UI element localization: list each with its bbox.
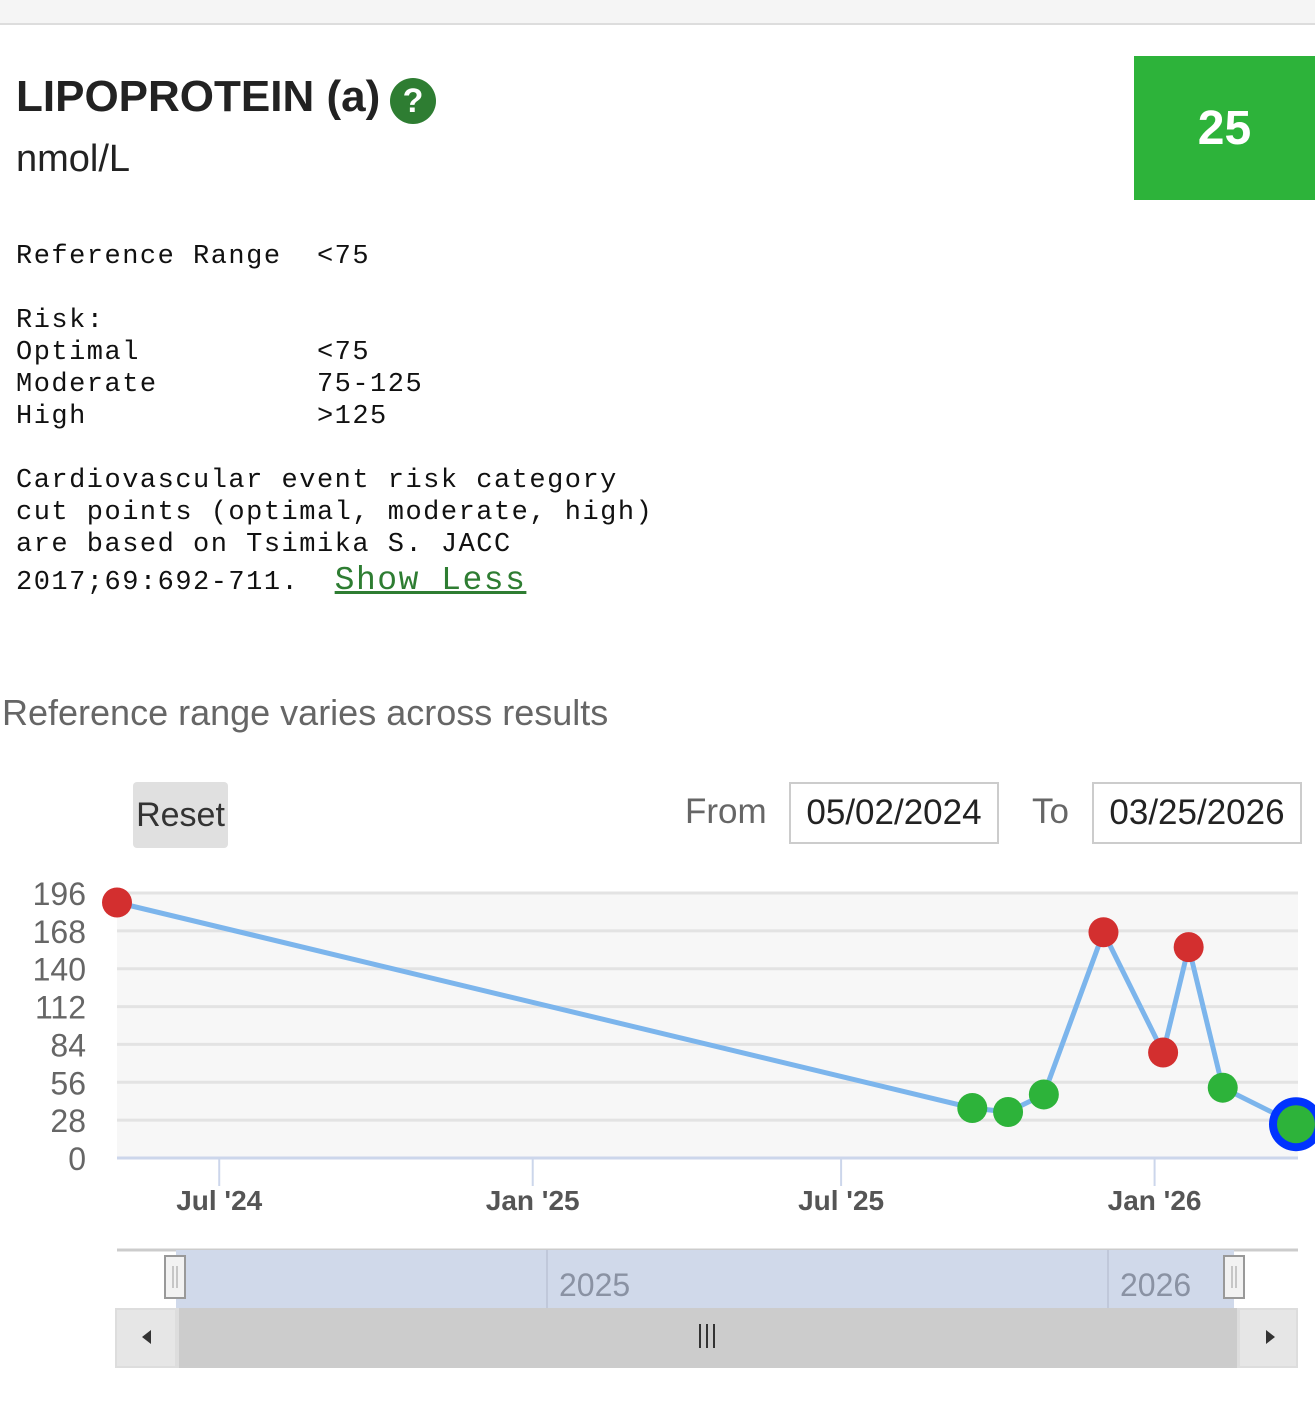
y-tick-label: 56 (50, 1065, 86, 1101)
x-tick-label: Jan '25 (486, 1185, 580, 1216)
test-title: LIPOPROTEIN (a) (16, 72, 381, 121)
navigator-handle[interactable] (1223, 1255, 1245, 1299)
note-line: Cardiovascular event risk category (16, 466, 618, 496)
arrow-left-icon (142, 1330, 151, 1344)
result-value-badge: 25 (1134, 56, 1315, 200)
arrow-right-icon (1266, 1330, 1275, 1344)
y-tick-label: 112 (35, 990, 86, 1026)
y-tick-label: 28 (50, 1103, 86, 1139)
navigator-year-label: 2026 (1120, 1267, 1191, 1303)
y-tick-label: 196 (33, 876, 86, 912)
note-line: are based on Tsimika S. JACC (16, 530, 512, 560)
from-label: From (685, 792, 767, 831)
from-date-input[interactable]: 05/02/2024 (789, 782, 999, 844)
data-point[interactable] (1028, 1079, 1059, 1110)
y-tick-label: 168 (33, 914, 86, 950)
data-point[interactable] (957, 1092, 988, 1123)
note-line: cut points (optimal, moderate, high) (16, 498, 654, 528)
help-icon[interactable]: ? (390, 78, 436, 124)
plot-background (117, 893, 1298, 1158)
x-tick-label: Jan '26 (1108, 1185, 1202, 1216)
range-varies-note: Reference range varies across results (2, 692, 609, 733)
units: nmol/L (16, 138, 131, 180)
to-date-input[interactable]: 03/25/2026 (1092, 782, 1302, 844)
note-line: 2017;69:692-711. (16, 568, 335, 598)
reference-range: Reference Range <75 (16, 242, 371, 272)
data-point[interactable] (1148, 1037, 1179, 1068)
reset-button[interactable]: Reset (133, 782, 228, 848)
data-point[interactable] (1173, 932, 1204, 963)
data-point[interactable] (1277, 1105, 1315, 1144)
x-tick-label: Jul '25 (798, 1185, 884, 1216)
risk-moderate: Moderate 75-125 (16, 370, 424, 400)
data-point[interactable] (102, 887, 132, 918)
x-tick-label: Jul '24 (176, 1185, 262, 1216)
risk-optimal: Optimal <75 (16, 338, 371, 368)
y-tick-label: 0 (68, 1141, 86, 1177)
risk-high: High >125 (16, 402, 388, 432)
show-less-link[interactable]: Show Less (334, 562, 527, 599)
data-point[interactable] (1207, 1072, 1238, 1103)
y-tick-label: 140 (33, 952, 86, 988)
top-bar (0, 0, 1315, 25)
data-point[interactable] (993, 1097, 1024, 1128)
navigator-handle[interactable] (164, 1255, 186, 1299)
risk-label: Risk: (16, 306, 105, 336)
to-label: To (1032, 792, 1069, 831)
navigator-range[interactable] (176, 1250, 1234, 1308)
y-tick-label: 84 (50, 1027, 86, 1063)
data-point[interactable] (1088, 917, 1119, 948)
navigator-year-label: 2025 (559, 1267, 630, 1303)
